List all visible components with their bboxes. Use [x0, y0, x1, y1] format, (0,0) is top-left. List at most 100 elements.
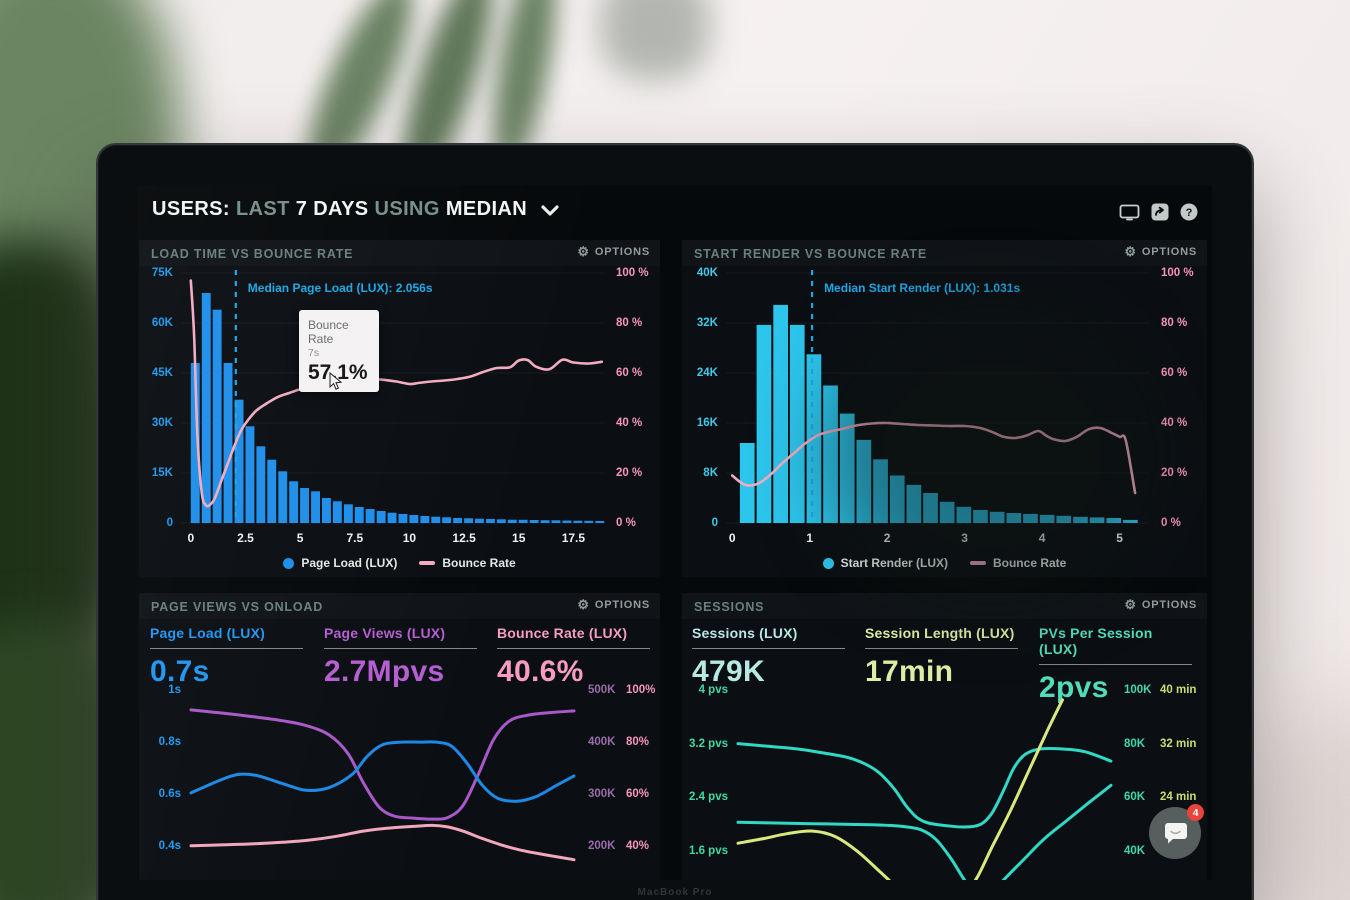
- bar[interactable]: [562, 520, 572, 524]
- bar[interactable]: [773, 304, 788, 523]
- options-button[interactable]: ⚙ OPTIONS: [1124, 598, 1197, 611]
- dashboard-title-dropdown[interactable]: USERS: LAST 7 DAYS USING MEDIAN: [152, 198, 559, 222]
- bar[interactable]: [1073, 516, 1088, 524]
- bar[interactable]: [1089, 517, 1105, 523]
- load-time-chart[interactable]: 75K 60K 45K 30K 15K 0 100 % 80 % 60 % 40 % 20 % 0 %…: [139, 266, 660, 549]
- axis-tick: 60%: [626, 788, 650, 801]
- bounce-rate-line: [730, 421, 1137, 495]
- bar[interactable]: [420, 516, 430, 523]
- legend-marker: [822, 557, 834, 569]
- bar[interactable]: [431, 516, 441, 523]
- median-annotation: Median Page Load (LUX): 2.056s: [247, 281, 433, 295]
- bar[interactable]: [540, 520, 550, 523]
- axis-tick: 100 %: [1161, 267, 1194, 279]
- gear-icon: ⚙: [577, 597, 590, 612]
- bar[interactable]: [387, 512, 397, 523]
- axis-tick: 12.5: [452, 531, 476, 545]
- axis-tick: 75K: [151, 267, 173, 279]
- bar[interactable]: [1006, 513, 1022, 523]
- bar[interactable]: [223, 363, 233, 523]
- bar[interactable]: [464, 518, 473, 523]
- bar[interactable]: [212, 309, 222, 523]
- axis-tick: 40 %: [616, 417, 643, 429]
- bar[interactable]: [756, 324, 772, 523]
- bar[interactable]: [839, 413, 855, 523]
- display-icon[interactable]: [1119, 204, 1140, 221]
- bar[interactable]: [496, 519, 506, 523]
- bar[interactable]: [442, 517, 452, 523]
- axis-tick: 32 min: [1160, 737, 1197, 750]
- options-button[interactable]: ⚙ OPTIONS: [1124, 245, 1197, 258]
- bar[interactable]: [267, 459, 277, 523]
- bar[interactable]: [906, 484, 922, 523]
- bar[interactable]: [354, 507, 364, 523]
- bar[interactable]: [973, 509, 988, 523]
- bar[interactable]: [256, 446, 266, 523]
- bar[interactable]: [789, 324, 805, 523]
- bar[interactable]: [311, 491, 320, 523]
- share-icon[interactable]: [1151, 203, 1169, 221]
- bar[interactable]: [507, 519, 517, 523]
- bar[interactable]: [190, 363, 200, 523]
- bar[interactable]: [475, 518, 484, 523]
- bar[interactable]: [889, 475, 905, 524]
- bar[interactable]: [584, 520, 594, 523]
- bar[interactable]: [1123, 519, 1138, 523]
- axis-tick: 0 %: [616, 517, 636, 529]
- bar[interactable]: [289, 481, 299, 523]
- bar[interactable]: [365, 509, 375, 523]
- legend-label: Bounce Rate: [992, 556, 1067, 570]
- options-button[interactable]: ⚙ OPTIONS: [577, 598, 650, 611]
- bar[interactable]: [1023, 513, 1038, 523]
- bar[interactable]: [398, 514, 408, 523]
- bar[interactable]: [518, 519, 528, 523]
- bar[interactable]: [1106, 518, 1122, 523]
- bar[interactable]: [1039, 514, 1055, 523]
- axis-tick: 15K: [151, 467, 173, 479]
- bar[interactable]: [376, 511, 386, 523]
- axis-tick: 2.4 pvs: [689, 791, 728, 804]
- bar[interactable]: [453, 518, 463, 523]
- chevron-down-icon[interactable]: [541, 199, 559, 222]
- bar[interactable]: [409, 515, 419, 523]
- start-render-chart[interactable]: 40K 32K 24K 16K 8K 0 100 % 80 % 60 % 40 % 20 % 0 % 0…: [682, 266, 1207, 549]
- bar[interactable]: [595, 521, 605, 523]
- bar[interactable]: [823, 385, 838, 524]
- sessions-chart[interactable]: 4 pvs 3.2 pvs 2.4 pvs 1.6 pvs 100K 80K 60K 40K 4…: [682, 681, 1207, 880]
- bar[interactable]: [923, 493, 938, 523]
- bar[interactable]: [551, 520, 561, 523]
- svg-text:?: ?: [1186, 207, 1193, 219]
- bar[interactable]: [956, 506, 972, 524]
- page-views-chart[interactable]: 1s 0.8s 0.6s 0.4s 500K 400K 300K 200K 100% 80% 60%…: [139, 681, 660, 880]
- bar[interactable]: [739, 443, 755, 523]
- panel-title: PAGE VIEWS VS ONLOAD: [151, 600, 324, 614]
- axis-tick: 16K: [696, 417, 718, 429]
- series-line: [736, 742, 1113, 829]
- chart-legend: Start Render (LUX) Bounce Rate: [682, 556, 1207, 570]
- bar[interactable]: [332, 501, 342, 523]
- bar[interactable]: [989, 511, 1005, 524]
- bar[interactable]: [201, 293, 211, 523]
- bar[interactable]: [300, 488, 309, 523]
- axis-tick: 60 %: [616, 367, 643, 379]
- bar[interactable]: [856, 439, 872, 523]
- bar[interactable]: [343, 504, 353, 523]
- bar[interactable]: [873, 459, 888, 524]
- metric-session-length: Session Length (LUX) 17min: [865, 625, 1018, 689]
- options-label: OPTIONS: [1141, 598, 1197, 611]
- bar[interactable]: [322, 498, 331, 523]
- axis-tick: 7.5: [346, 531, 364, 545]
- bar[interactable]: [1056, 515, 1072, 523]
- bar[interactable]: [939, 501, 955, 524]
- help-icon[interactable]: ?: [1180, 203, 1198, 221]
- bar[interactable]: [573, 520, 583, 523]
- chat-widget-button[interactable]: 4: [1149, 804, 1204, 859]
- bar[interactable]: [529, 520, 539, 523]
- bar[interactable]: [486, 519, 495, 523]
- bar[interactable]: [234, 399, 244, 523]
- bar[interactable]: [278, 471, 288, 523]
- panel-start-render: START RENDER VS BOUNCE RATE ⚙ OPTIONS 40…: [682, 240, 1207, 577]
- options-button[interactable]: ⚙ OPTIONS: [577, 245, 650, 258]
- axis-tick: 40K: [1124, 845, 1146, 858]
- bar[interactable]: [245, 426, 255, 523]
